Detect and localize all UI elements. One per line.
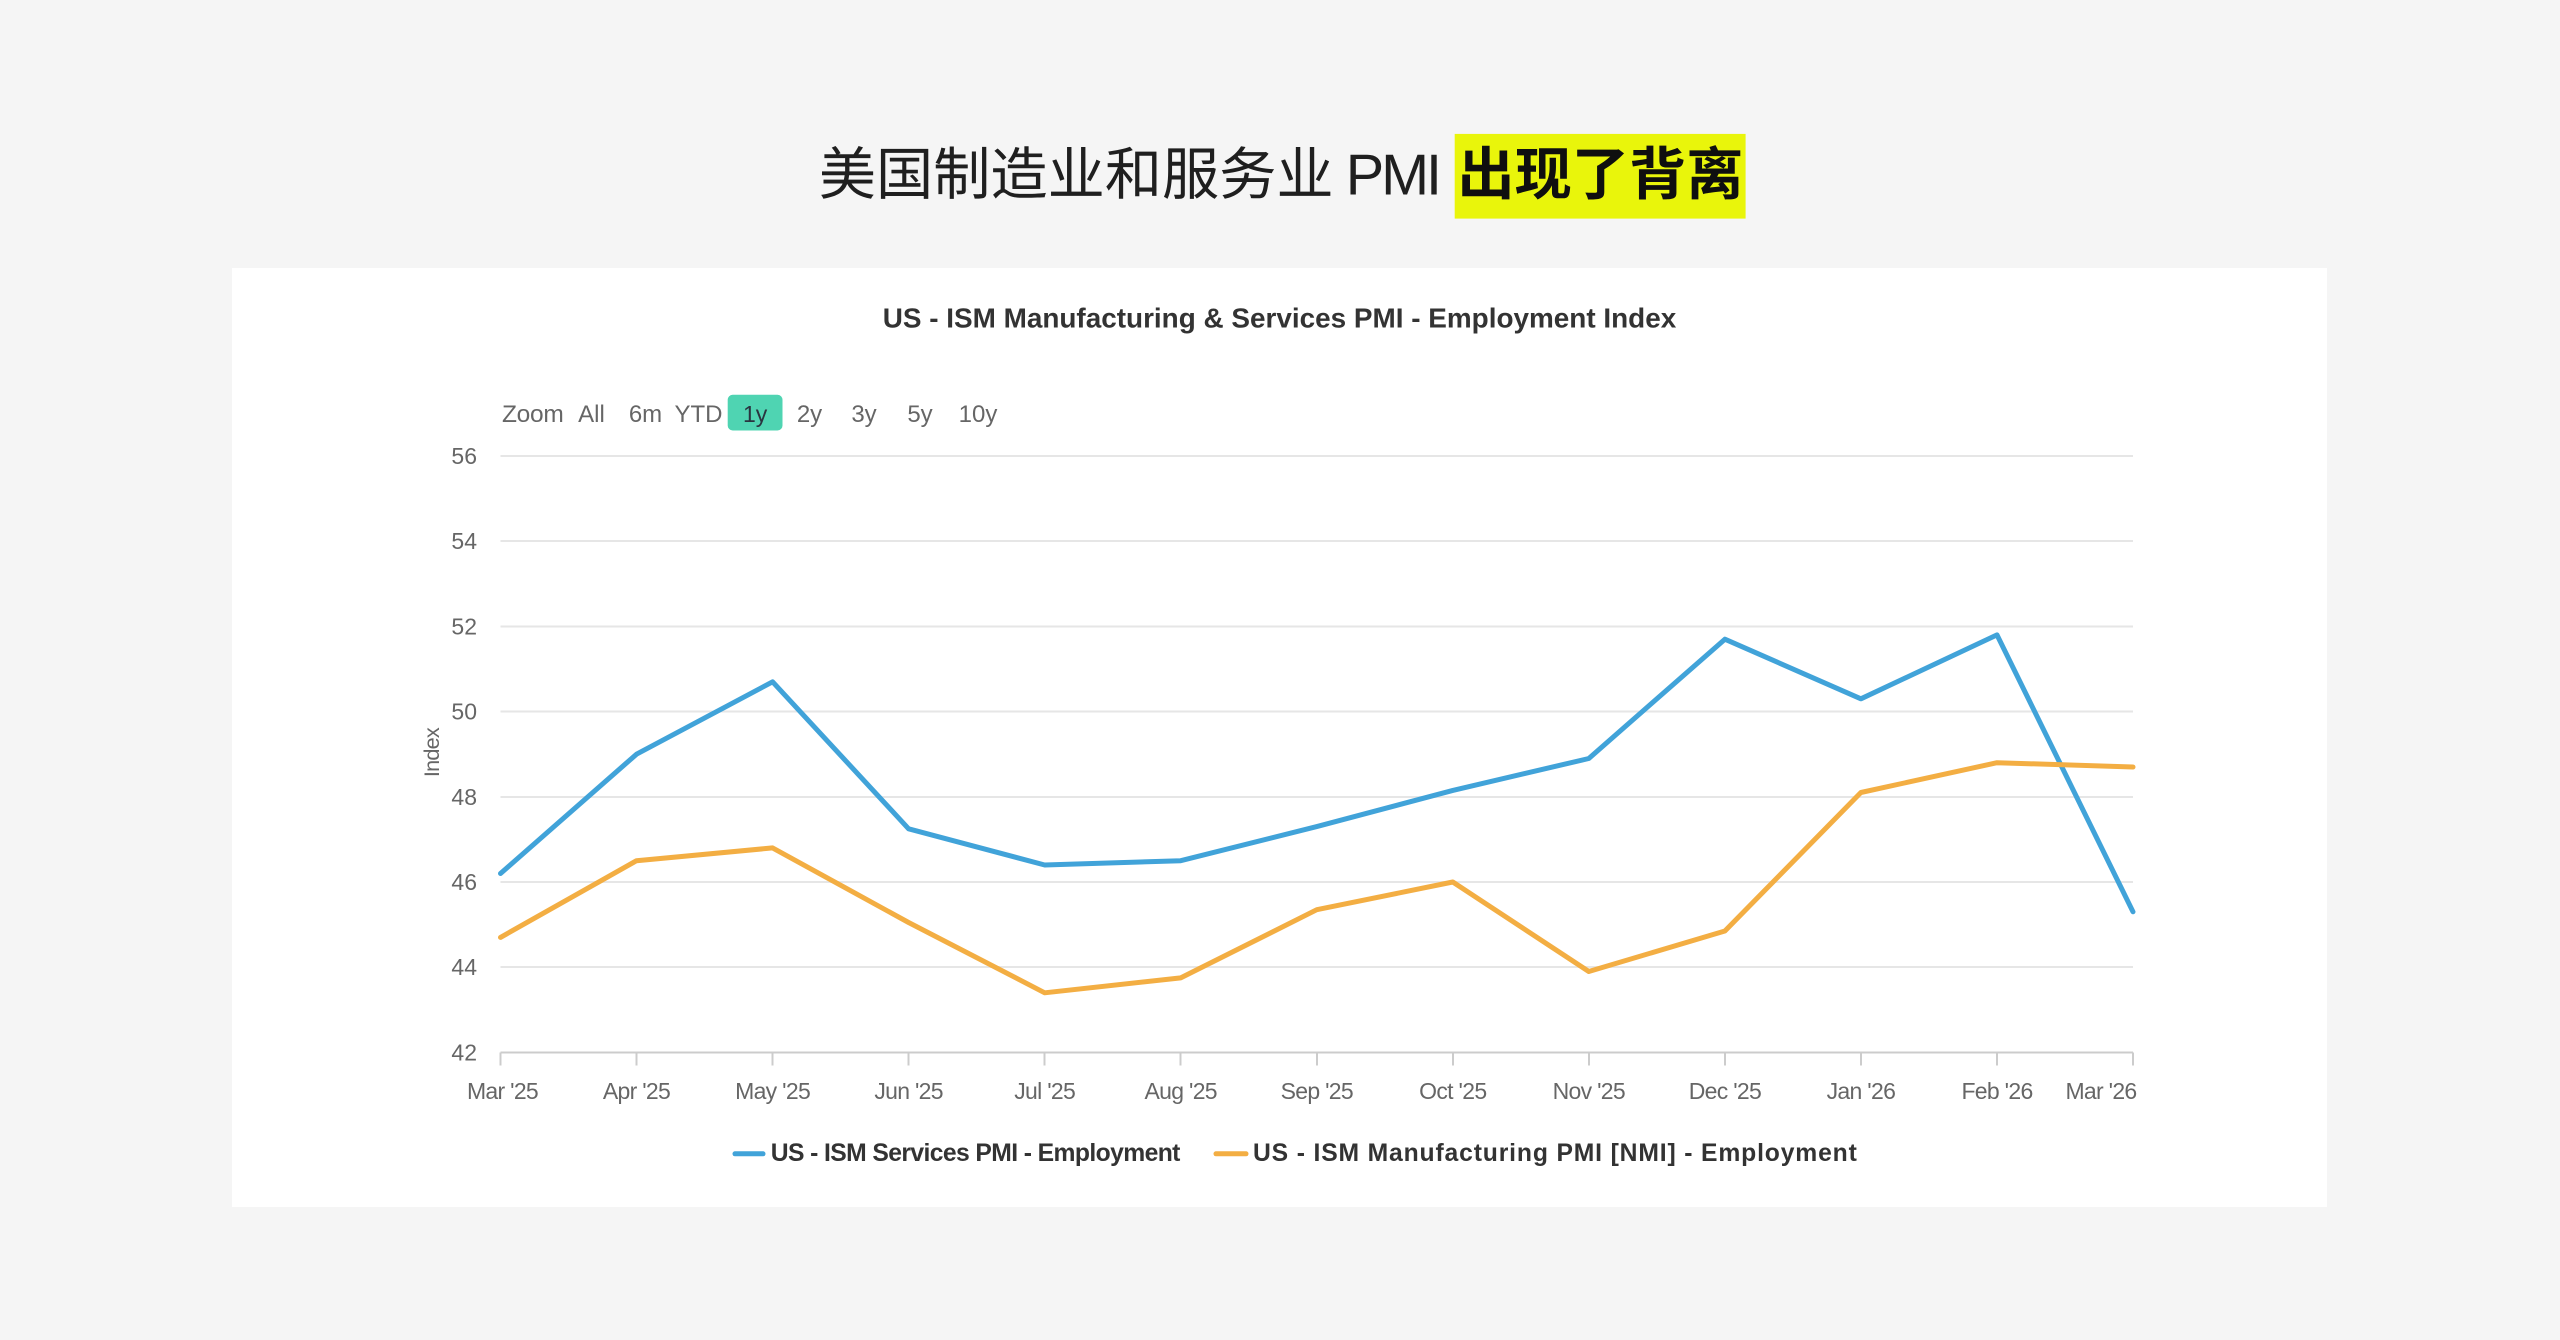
- svg-text:Zoom: Zoom: [502, 401, 563, 428]
- svg-text:42: 42: [451, 1039, 477, 1065]
- svg-text:Feb '26: Feb '26: [1961, 1078, 2032, 1104]
- svg-text:US - ISM Manufacturing & Servi: US - ISM Manufacturing & Services PMI - …: [883, 303, 1677, 334]
- svg-text:Mar '25: Mar '25: [467, 1078, 538, 1104]
- svg-text:US - ISM Manufacturing PMI [NM: US - ISM Manufacturing PMI [NMI] - Emplo…: [1253, 1140, 1858, 1167]
- svg-text:Mar '26: Mar '26: [2065, 1078, 2136, 1104]
- svg-text:54: 54: [451, 528, 477, 554]
- svg-text:Nov '25: Nov '25: [1553, 1078, 1625, 1104]
- svg-text:52: 52: [451, 613, 477, 639]
- svg-text:US - ISM Services PMI - Employ: US - ISM Services PMI - Employment: [771, 1140, 1180, 1167]
- svg-text:Sep '25: Sep '25: [1281, 1078, 1353, 1104]
- svg-text:44: 44: [451, 954, 477, 980]
- svg-text:46: 46: [451, 869, 477, 895]
- svg-text:2y: 2y: [797, 401, 822, 428]
- svg-text:5y: 5y: [907, 401, 932, 428]
- svg-text:YTD: YTD: [675, 401, 723, 428]
- svg-text:10y: 10y: [959, 401, 998, 428]
- svg-text:Jul '25: Jul '25: [1014, 1078, 1075, 1104]
- svg-text:Jun '25: Jun '25: [874, 1078, 943, 1104]
- svg-text:Oct '25: Oct '25: [1419, 1078, 1486, 1104]
- svg-text:PMI: PMI: [1346, 143, 1439, 207]
- svg-text:Aug '25: Aug '25: [1145, 1078, 1217, 1104]
- svg-text:Apr '25: Apr '25: [603, 1078, 670, 1104]
- svg-text:48: 48: [451, 784, 477, 810]
- svg-text:56: 56: [451, 443, 477, 469]
- svg-text:1y: 1y: [743, 401, 768, 427]
- svg-text:50: 50: [451, 699, 477, 725]
- svg-text:May '25: May '25: [735, 1078, 810, 1104]
- svg-text:6m: 6m: [629, 401, 662, 428]
- svg-text:All: All: [578, 401, 605, 428]
- svg-text:Jan '26: Jan '26: [1827, 1078, 1896, 1104]
- svg-text:Index: Index: [419, 727, 444, 777]
- svg-text:Dec '25: Dec '25: [1689, 1078, 1761, 1104]
- svg-text:3y: 3y: [851, 401, 876, 428]
